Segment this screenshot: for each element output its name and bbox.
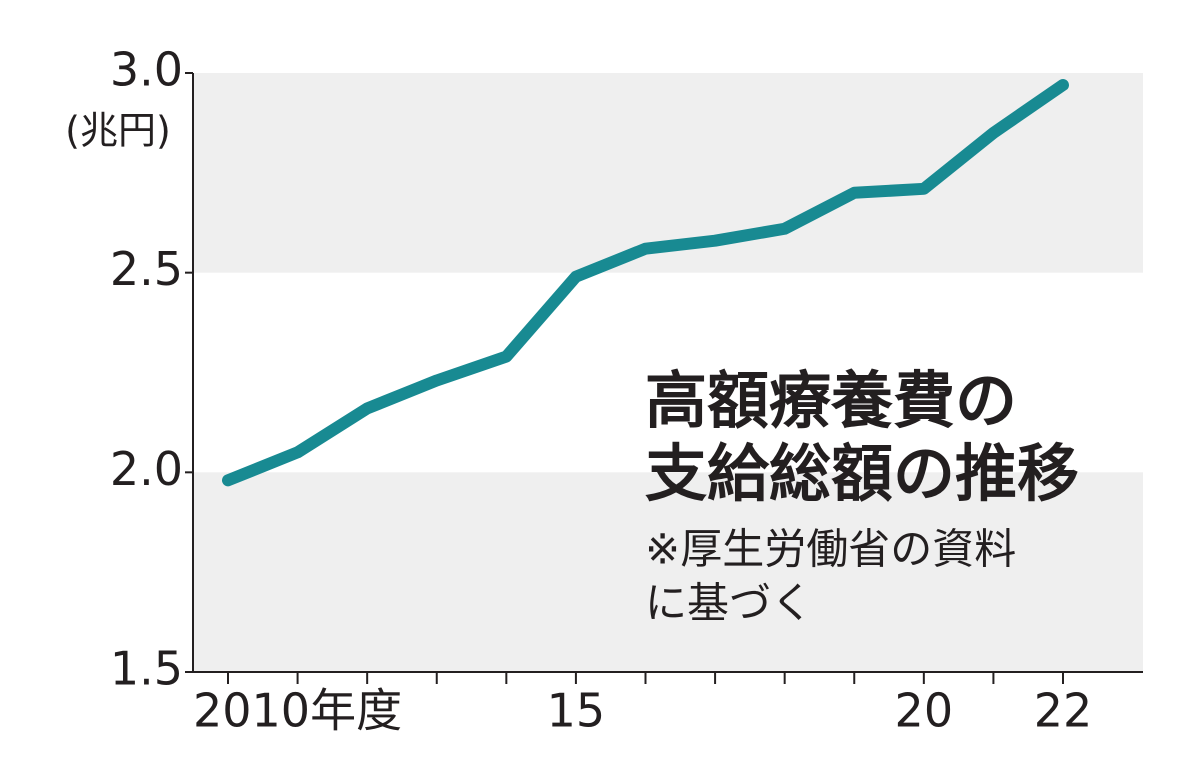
y-tick-label: 1.5 [110,642,183,696]
x-tick-label: 20 [895,684,954,738]
y-axis-label: (兆円) [65,109,171,153]
x-tick-label: 15 [547,684,606,738]
chart-title: 高額療養費の [645,364,1017,437]
source-note: に基づく [645,579,813,628]
y-tick-label: 2.0 [110,442,183,496]
grid-band [193,472,1143,672]
y-tick-label: 3.0 [110,43,183,97]
x-tick-label: 22 [1034,684,1093,738]
chart-title: 支給総額の推移 [645,437,1079,510]
grid-band [193,73,1143,273]
x-tick-label: 2010年度 [193,684,402,738]
source-note: ※厚生労働省の資料 [645,525,1016,574]
y-tick-label: 2.5 [110,242,183,296]
data-line [222,78,1069,487]
